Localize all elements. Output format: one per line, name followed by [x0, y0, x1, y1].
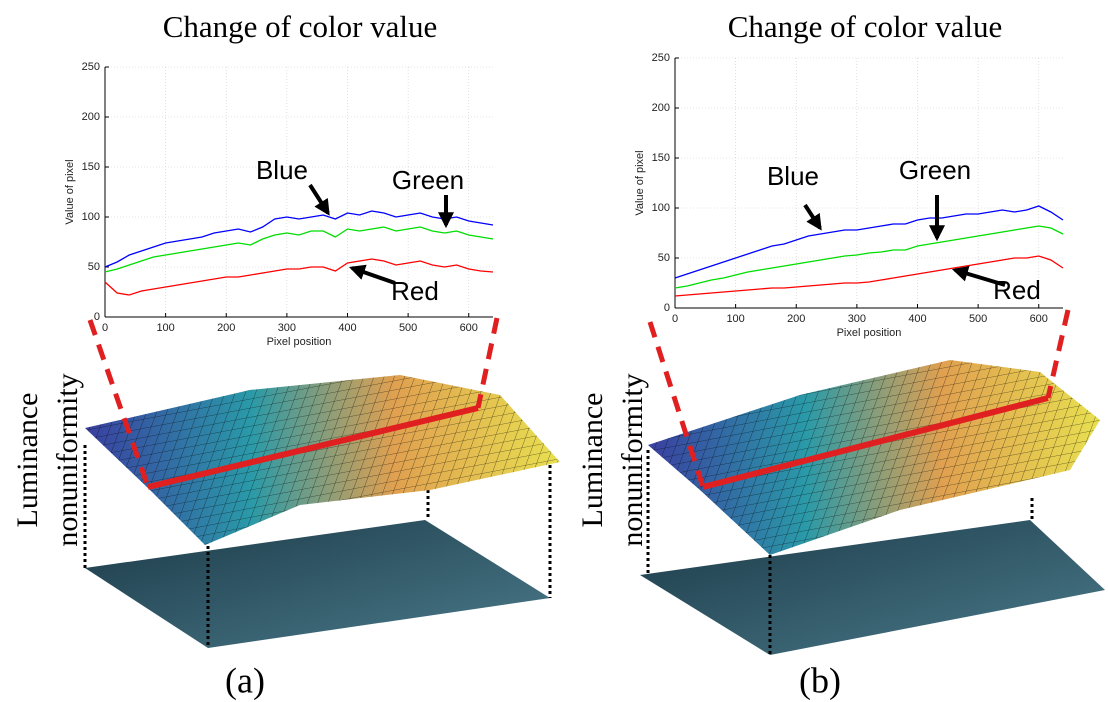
chart-title: Change of color value — [163, 9, 438, 44]
data-line — [674, 225, 1064, 289]
series-label: Red — [993, 275, 1041, 305]
surface-b — [640, 309, 1105, 655]
profile-line — [147, 405, 479, 490]
y-tick-label: 250 — [652, 52, 670, 64]
plot-area — [675, 58, 1063, 308]
y-tick-label: 100 — [82, 211, 100, 223]
data-line — [674, 205, 1064, 279]
guide-lines — [646, 450, 1034, 655]
annotation-arrow — [803, 203, 822, 231]
x-tick-label: 600 — [460, 322, 478, 334]
side-label: nonuniformity — [51, 373, 84, 546]
side-label: Luminance — [11, 393, 44, 528]
annotation-arrow — [951, 266, 1006, 287]
x-tick-label: 400 — [338, 322, 356, 334]
zoom-lines — [647, 309, 1071, 488]
y-tick-label: 150 — [82, 161, 100, 173]
series-label: Blue — [256, 155, 308, 185]
y-tick-label: 200 — [82, 111, 100, 123]
y-tick-label: 50 — [658, 252, 670, 264]
series-label: Green — [392, 165, 464, 195]
data-line — [104, 210, 494, 268]
x-tick-label: 100 — [156, 322, 174, 334]
y-tick-label: 100 — [652, 202, 670, 214]
side-label: nonuniformity — [616, 373, 649, 546]
image-plane — [640, 520, 1105, 655]
annotation-arrow — [348, 264, 396, 285]
data-line — [674, 255, 1064, 297]
profile-line — [702, 395, 1049, 490]
caption: (b) — [799, 660, 841, 700]
x-tick-label: 200 — [217, 322, 235, 334]
x-tick-label: 100 — [726, 313, 744, 325]
x-tick-label: 200 — [787, 313, 805, 325]
x-tick-label: 0 — [102, 322, 108, 334]
y-tick-label: 50 — [88, 261, 100, 273]
series-label: Blue — [767, 161, 819, 191]
annotation-arrow — [308, 183, 330, 216]
y-tick-label: 150 — [652, 152, 670, 164]
zoom-lines — [87, 317, 500, 488]
y-tick-label: 0 — [94, 311, 100, 323]
caption: (a) — [225, 660, 265, 700]
x-tick-label: 400 — [908, 313, 926, 325]
y-tick-label: 250 — [82, 61, 100, 73]
plot-area — [105, 67, 493, 317]
x-tick-label: 300 — [278, 322, 296, 334]
x-tick-label: 500 — [399, 322, 417, 334]
series-label: Red — [391, 276, 439, 306]
x-tick-label: 0 — [672, 313, 678, 325]
image-plane — [85, 520, 550, 648]
y-tick-label: 0 — [664, 302, 670, 314]
y-axis-label: Value of pixel — [64, 159, 76, 224]
x-tick-label: 300 — [848, 313, 866, 325]
x-tick-label: 500 — [969, 313, 987, 325]
data-line — [104, 226, 494, 273]
surface-mesh — [648, 360, 1100, 555]
y-tick-label: 200 — [652, 102, 670, 114]
x-axis-label: Pixel position — [267, 336, 332, 348]
side-label: Luminance — [576, 393, 609, 528]
x-axis-label: Pixel position — [837, 327, 902, 339]
data-line — [104, 258, 494, 296]
surface-mesh — [85, 375, 560, 545]
series-label: Green — [899, 155, 971, 185]
y-axis-label: Value of pixel — [634, 150, 646, 215]
x-tick-label: 600 — [1030, 313, 1048, 325]
chart-title: Change of color value — [728, 9, 1003, 44]
surface-a — [83, 317, 560, 648]
